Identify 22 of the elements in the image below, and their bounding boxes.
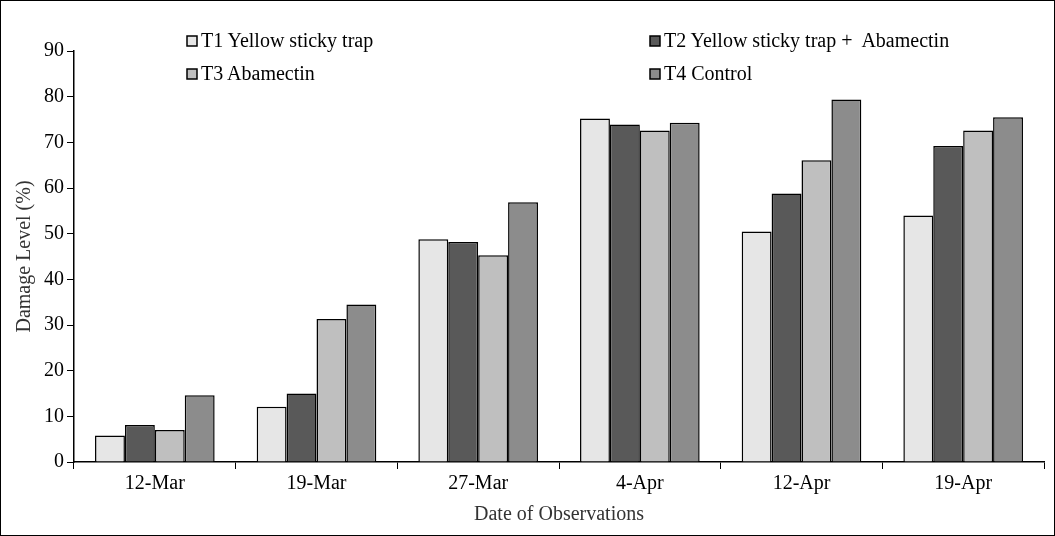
legend-label: T2 Yellow sticky trap + Abamectin bbox=[664, 29, 950, 52]
x-tick-label: 27-Mar bbox=[448, 471, 509, 494]
x-tick-label: 12-Apr bbox=[772, 471, 831, 495]
y-tick-label: 80 bbox=[44, 83, 64, 106]
y-axis-title: Damage Level (%) bbox=[12, 180, 36, 333]
x-axis-title: Date of Observations bbox=[474, 502, 645, 525]
x-tick-label: 4-Apr bbox=[615, 471, 665, 495]
y-tick-label: 50 bbox=[44, 220, 64, 243]
y-tick-label: 20 bbox=[44, 357, 64, 380]
y-tick-label: 90 bbox=[44, 38, 64, 61]
y-tick-label: 30 bbox=[44, 312, 64, 335]
legend-label: T3 Abamectin bbox=[201, 62, 315, 85]
y-tick-label: 10 bbox=[44, 403, 64, 426]
x-tick-label: 19-Apr bbox=[934, 471, 993, 495]
y-tick-label: 70 bbox=[44, 129, 64, 152]
y-tick-label: 40 bbox=[44, 266, 64, 289]
y-tick-label: 60 bbox=[44, 175, 64, 198]
legend-label: T1 Yellow sticky trap bbox=[201, 29, 374, 52]
x-tick-label: 19-Mar bbox=[286, 471, 347, 494]
x-tick-label: 12-Mar bbox=[124, 471, 186, 494]
legend-label: T4 Control bbox=[664, 62, 753, 85]
y-tick-label: 0 bbox=[54, 449, 64, 472]
